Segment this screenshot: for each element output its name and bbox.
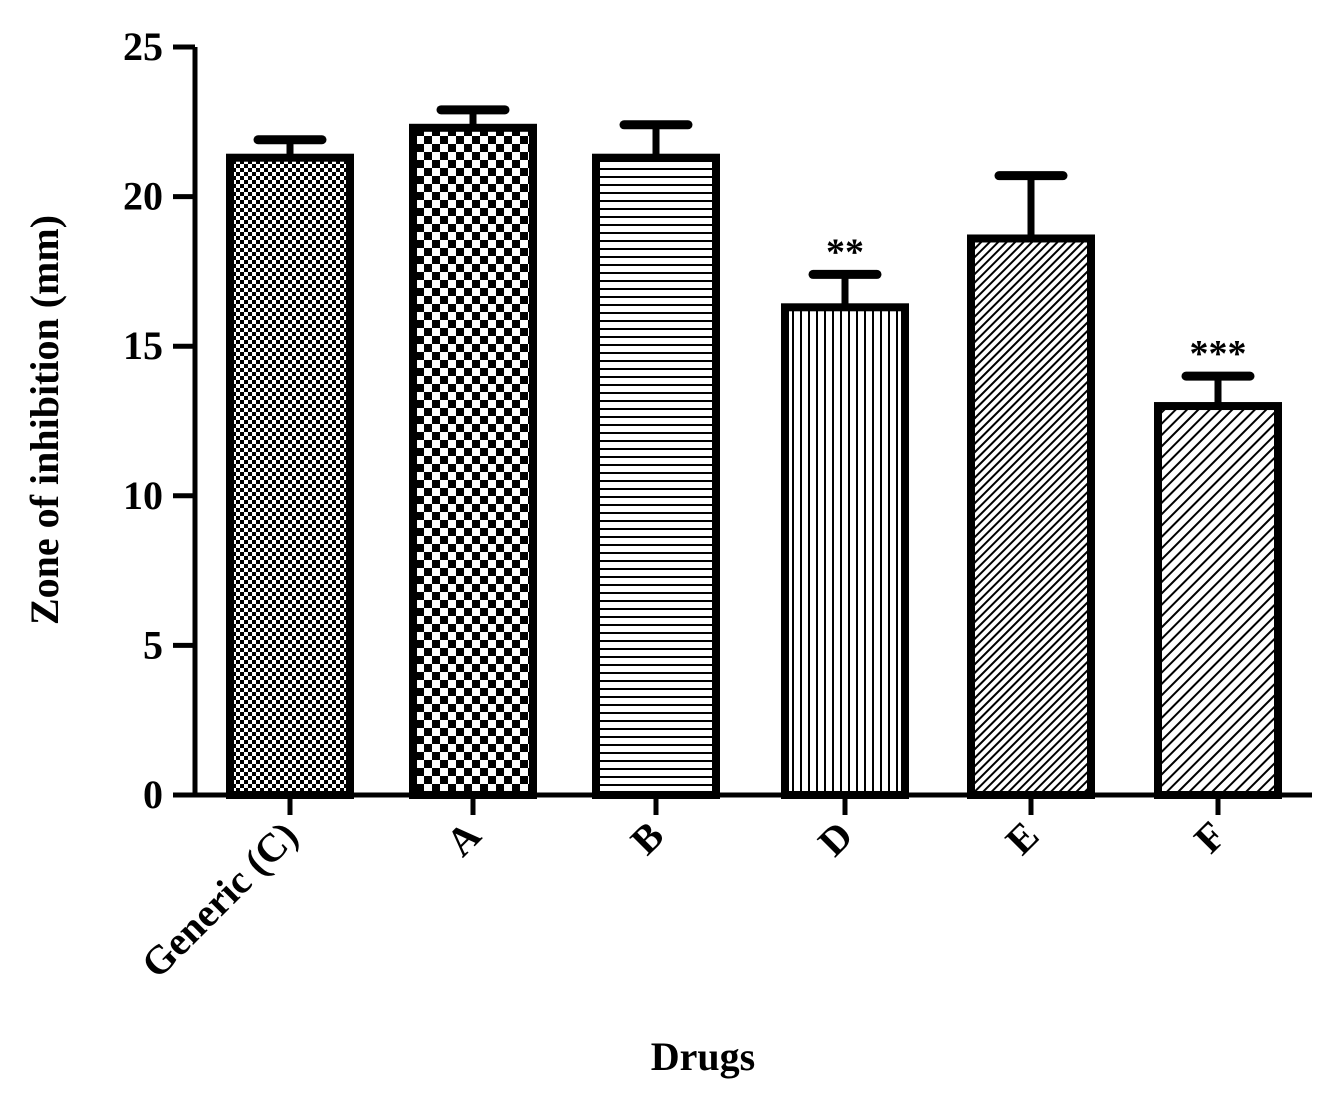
y-tick-label-25: 25 bbox=[123, 24, 163, 69]
significance-mark-4: ** bbox=[826, 231, 864, 273]
bar-4 bbox=[781, 303, 909, 799]
x-tick-label-2: A bbox=[437, 812, 489, 864]
y-tick-label-5: 5 bbox=[143, 622, 163, 667]
bar-1 bbox=[226, 153, 354, 800]
y-tick-label-20: 20 bbox=[123, 174, 163, 219]
bar-3 bbox=[592, 153, 720, 800]
bar-5 bbox=[967, 234, 1095, 800]
x-tick-label-5: E bbox=[997, 813, 1048, 864]
x-axis-label: Drugs bbox=[651, 1034, 755, 1079]
y-axis-label: Zone of inhibition (mm) bbox=[22, 215, 67, 625]
x-tick-label-6: F bbox=[1185, 813, 1234, 862]
y-tick-label-0: 0 bbox=[143, 772, 163, 817]
significance-mark-6: *** bbox=[1190, 333, 1247, 375]
y-tick-label-15: 15 bbox=[123, 323, 163, 368]
error-bars-layer: ***** bbox=[253, 105, 1255, 407]
bar-2 bbox=[409, 123, 537, 799]
x-tick-label-4: D bbox=[809, 813, 861, 865]
y-tick-label-10: 10 bbox=[123, 473, 163, 518]
x-tick-label-1: Generic (C) bbox=[132, 813, 306, 987]
bar-6 bbox=[1154, 402, 1282, 799]
x-tick-label-3: B bbox=[622, 813, 673, 864]
bars-layer bbox=[226, 123, 1282, 800]
